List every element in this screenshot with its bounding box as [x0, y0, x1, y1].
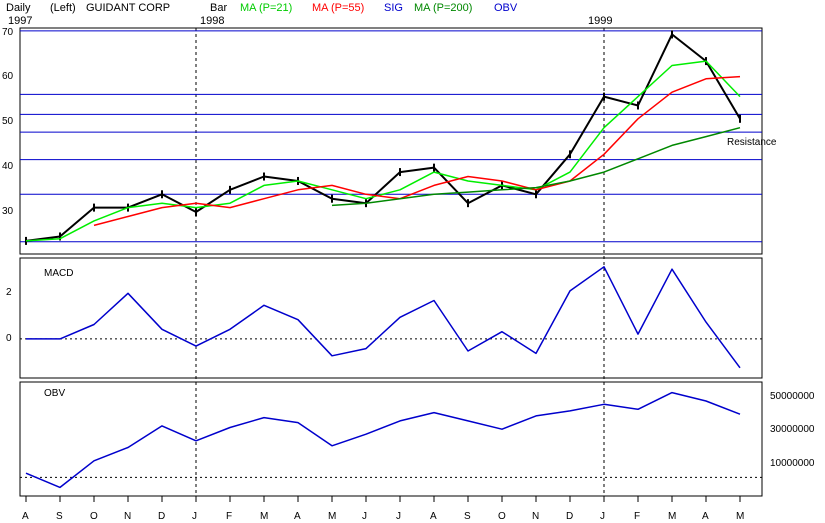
ma-p-55-line — [93, 75, 741, 227]
price-tick-50: 50 — [2, 116, 14, 127]
month-label: F — [634, 511, 640, 522]
month-label: A — [430, 511, 437, 522]
legend-ma200: MA (P=200) — [414, 2, 472, 14]
period-label: Daily — [6, 2, 31, 14]
month-label: S — [464, 511, 471, 522]
company-name: GUIDANT CORP — [86, 2, 170, 14]
price-tick-70: 70 — [2, 27, 14, 38]
month-label: D — [566, 511, 573, 522]
month-label: M — [668, 511, 676, 522]
legend-sig: SIG — [384, 2, 403, 14]
axis-side-label: (Left) — [50, 2, 76, 14]
obv-title: OBV — [44, 388, 65, 399]
month-label: A — [22, 511, 29, 522]
month-label: M — [328, 511, 336, 522]
month-label: J — [192, 511, 197, 522]
month-label: D — [158, 511, 165, 522]
macd-line — [26, 266, 741, 369]
month-label: O — [90, 511, 98, 522]
month-label: O — [498, 511, 506, 522]
month-label: N — [532, 511, 539, 522]
month-label: M — [736, 511, 744, 522]
legend-ma55: MA (P=55) — [312, 2, 364, 14]
obv-tick-30m: 30000000 — [770, 424, 815, 435]
obv-tick-10m: 10000000 — [770, 458, 815, 469]
legend-ma21: MA (P=21) — [240, 2, 292, 14]
year-1999-label: 1999 — [588, 15, 612, 27]
macd-title: MACD — [44, 268, 73, 279]
ma-p-200-line — [331, 126, 741, 207]
resistance-annotation: Resistance — [727, 137, 777, 148]
month-label: J — [600, 511, 605, 522]
price-tick-60: 60 — [2, 71, 14, 82]
price-panel — [19, 27, 763, 255]
macd-panel — [19, 257, 763, 379]
month-label: S — [56, 511, 63, 522]
macd-tick-0: 0 — [6, 333, 12, 344]
macd-tick-2: 2 — [6, 287, 12, 298]
month-label: A — [702, 511, 709, 522]
month-label: J — [396, 511, 401, 522]
year-start-label: 1997 — [8, 15, 32, 27]
year-1998-label: 1998 — [200, 15, 224, 27]
bar-label: Bar — [210, 2, 227, 14]
legend-obv: OBV — [494, 2, 518, 14]
obv-line — [25, 391, 741, 489]
price-line — [25, 33, 741, 242]
ma-p-21-line — [25, 60, 741, 242]
price-tick-40: 40 — [2, 161, 14, 172]
price-tick-30: 30 — [2, 206, 14, 217]
month-label: M — [260, 511, 268, 522]
month-label: A — [294, 511, 301, 522]
obv-tick-50m: 50000000 — [770, 391, 815, 402]
month-label: J — [362, 511, 367, 522]
month-label: F — [226, 511, 232, 522]
month-label: N — [124, 511, 131, 522]
obv-panel — [19, 381, 763, 497]
